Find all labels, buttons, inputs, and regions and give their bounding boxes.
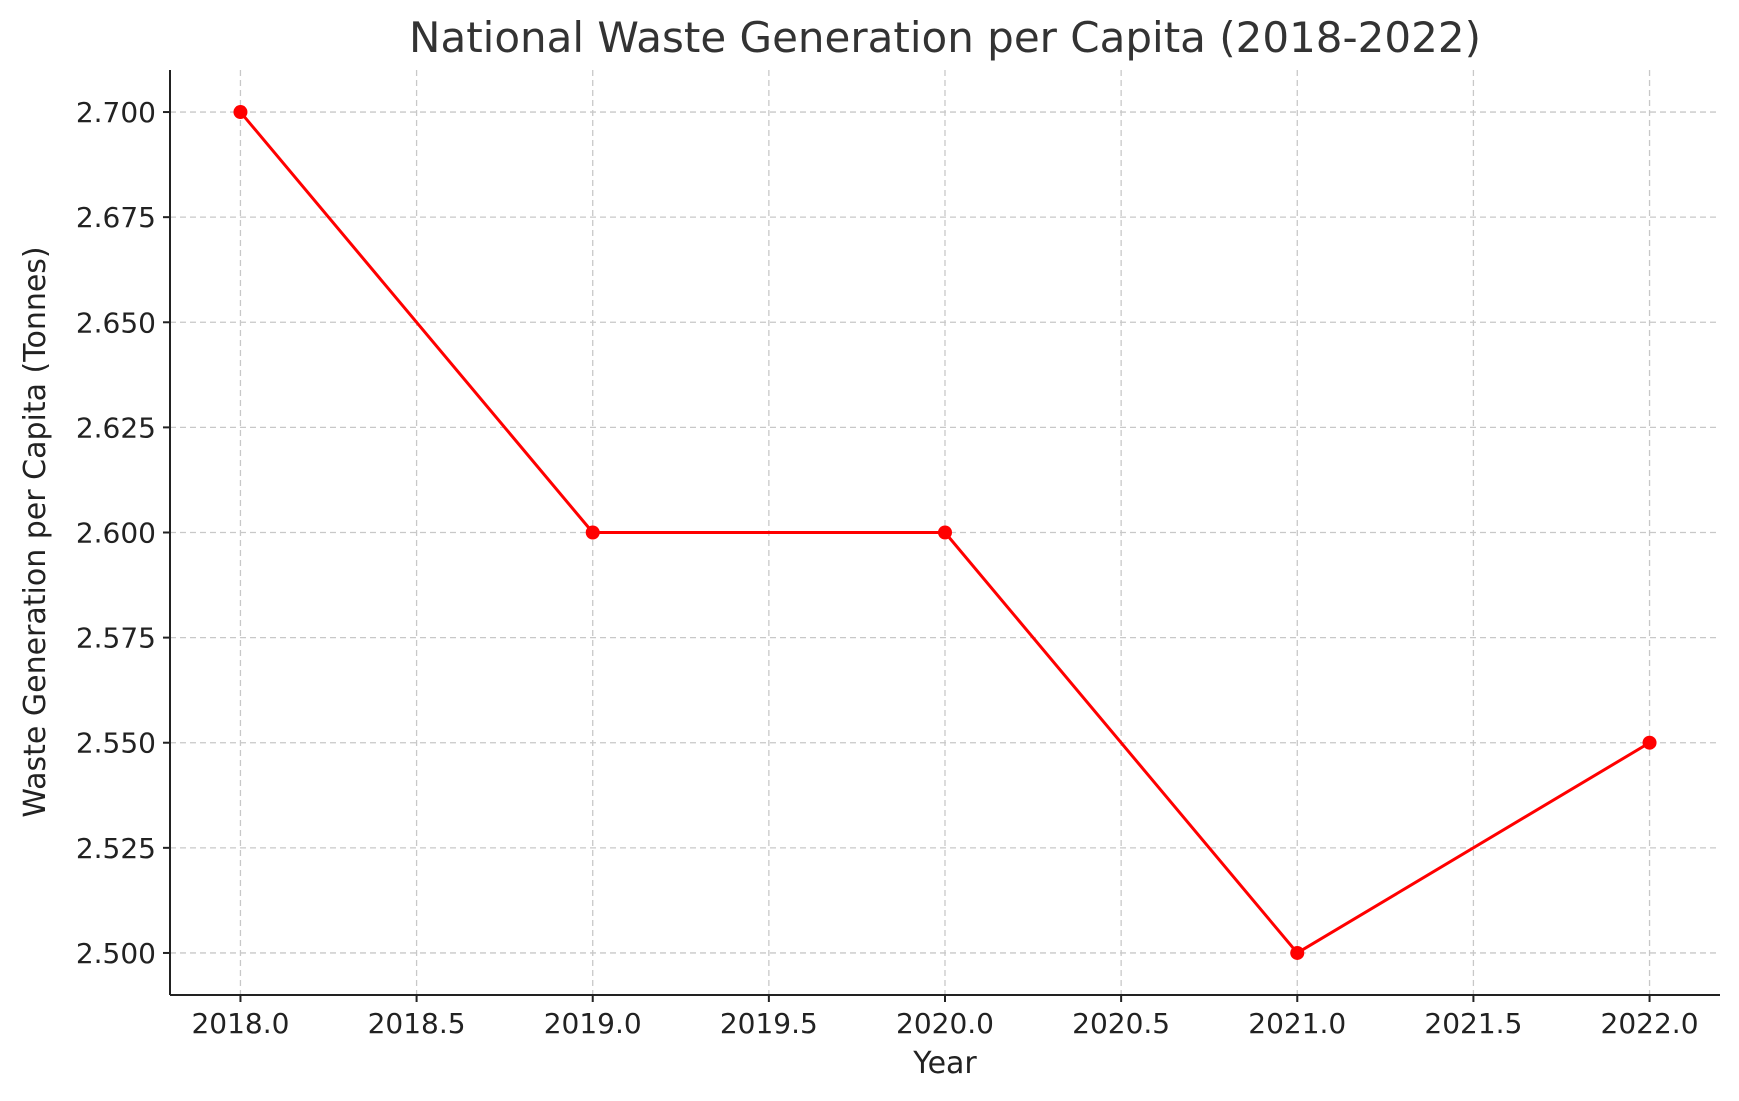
y-tick-label: 2.550 xyxy=(76,727,156,760)
x-tick-label: 2020.5 xyxy=(1072,1007,1170,1040)
y-tick-label: 2.500 xyxy=(76,937,156,970)
x-tick-label: 2020.0 xyxy=(896,1007,994,1040)
x-tick-label: 2018.5 xyxy=(368,1007,466,1040)
x-axis-label: Year xyxy=(912,1046,977,1081)
y-tick-label: 2.575 xyxy=(76,622,156,655)
grid xyxy=(170,70,1720,995)
x-tick-label: 2021.5 xyxy=(1424,1007,1522,1040)
y-tick-label: 2.600 xyxy=(76,517,156,550)
series xyxy=(233,105,1657,960)
x-tick-label: 2022.0 xyxy=(1601,1007,1699,1040)
y-tick-label: 2.625 xyxy=(76,411,156,444)
x-tick-label: 2018.0 xyxy=(191,1007,289,1040)
y-tick-label: 2.525 xyxy=(76,832,156,865)
y-tick-label: 2.650 xyxy=(76,306,156,339)
data-point xyxy=(233,105,248,120)
chart-title: National Waste Generation per Capita (20… xyxy=(409,13,1481,62)
data-point xyxy=(938,525,952,540)
y-axis-label: Waste Generation per Capita (Tonnes) xyxy=(18,246,53,817)
x-tick-label: 2021.0 xyxy=(1248,1007,1346,1040)
x-tick-label: 2019.0 xyxy=(544,1007,642,1040)
y-tick-label: 2.675 xyxy=(76,201,156,234)
y-tick-label: 2.700 xyxy=(76,96,156,129)
data-point xyxy=(1642,735,1657,750)
x-tick-label: 2019.5 xyxy=(720,1007,818,1040)
y-axis-ticks: 2.500 2.525 2.550 2.575 2.600 2.625 2.650 2.675… xyxy=(76,96,170,970)
data-point xyxy=(585,525,600,540)
data-point xyxy=(1290,945,1305,960)
x-axis-ticks: 2018.0 2018.5 2019.0 2019.5 2020.0 2020.5 2021… xyxy=(191,995,1699,1040)
